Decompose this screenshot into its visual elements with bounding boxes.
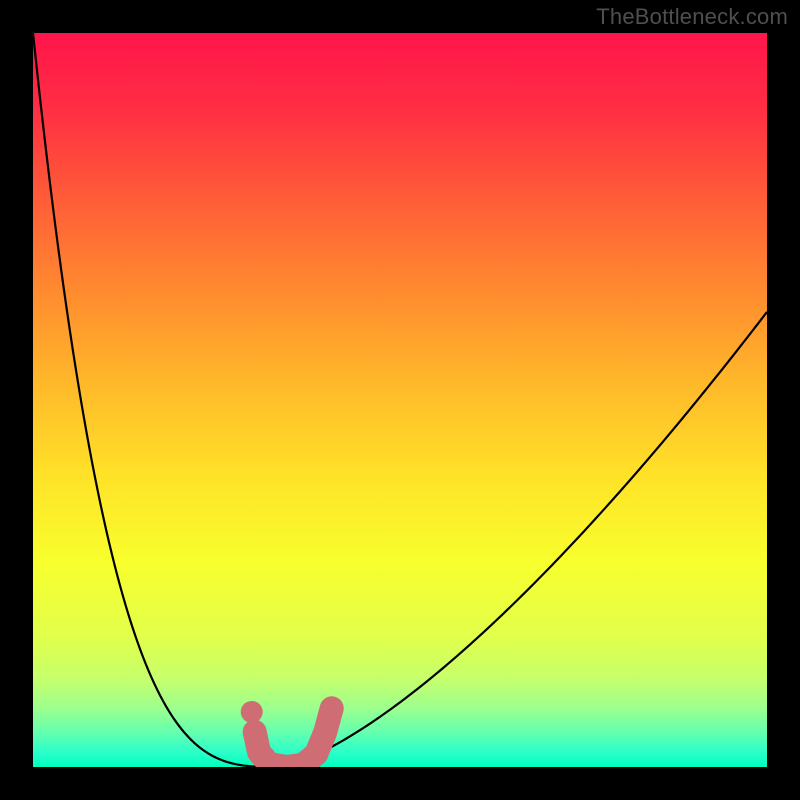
bottleneck-highlight-dot — [241, 701, 263, 723]
bottleneck-chart — [0, 0, 800, 800]
watermark-text: TheBottleneck.com — [596, 4, 788, 30]
